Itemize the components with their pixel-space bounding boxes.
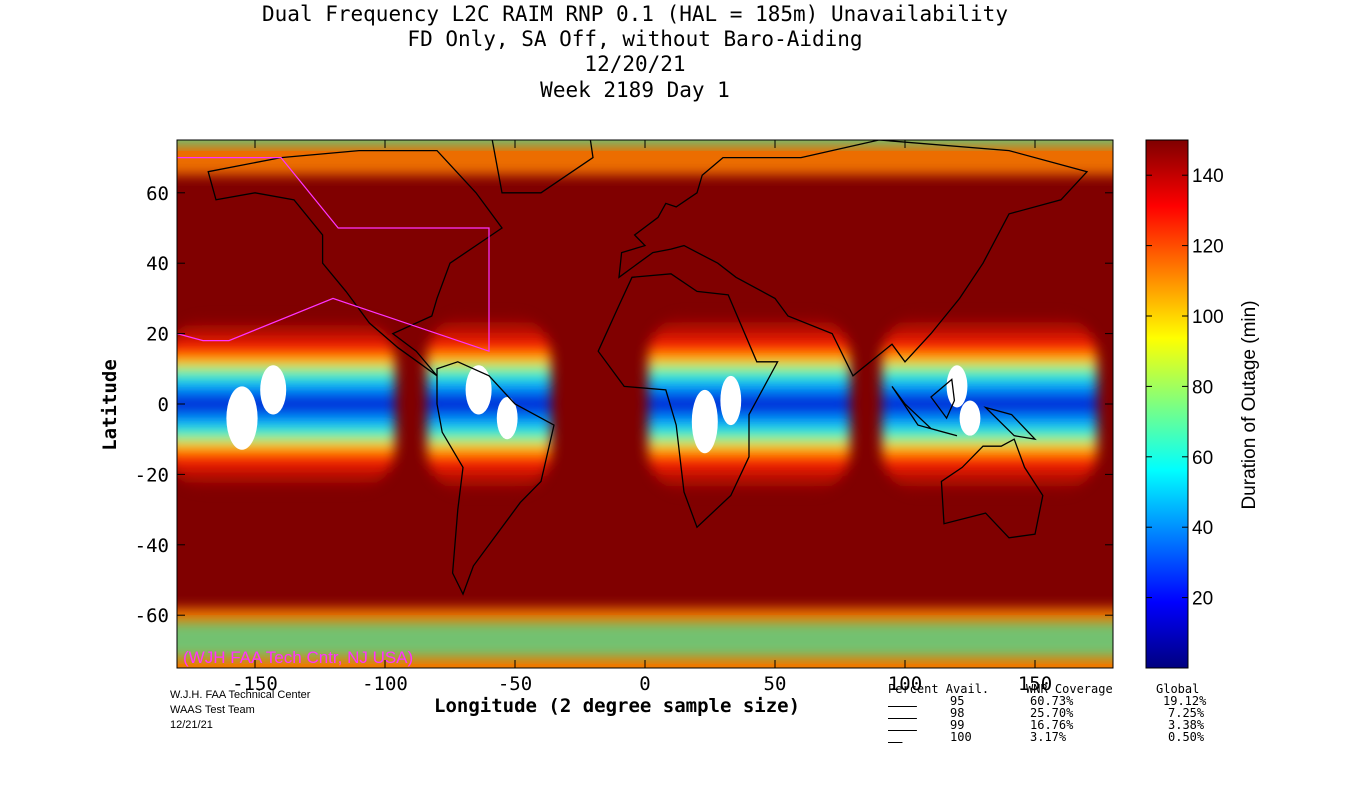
coastline: [436, 361, 555, 596]
coastline: [891, 386, 958, 437]
colorbar-tick-label: 40: [1192, 518, 1213, 539]
zero-outage-hole: [959, 400, 981, 436]
coastline: [207, 149, 503, 377]
x-tick-label: 100: [888, 673, 922, 695]
y-tick-label: 40: [146, 253, 169, 275]
stats-cell: 3.17%: [1030, 730, 1067, 744]
stats-cell: 19.12%: [1163, 694, 1207, 708]
colorbar-label: Duration of Outage (min): [1239, 300, 1260, 510]
chart-title-line-4: Week 2189 Day 1: [540, 78, 730, 102]
coastline: [983, 406, 1037, 441]
stats-cell: 98: [950, 706, 965, 720]
zero-outage-hole: [691, 389, 718, 454]
y-tick-label: 0: [158, 394, 169, 416]
chart-title-line-3: 12/20/21: [584, 52, 686, 76]
colorbar-tick-label: 60: [1192, 448, 1213, 469]
y-tick-label: -20: [135, 464, 169, 486]
x-axis-label: Longitude (2 degree sample size): [434, 695, 801, 717]
chart-title-line-1: Dual Frequency L2C RAIM RNP 0.1 (HAL = 1…: [262, 2, 1008, 26]
polar-band-core: [177, 622, 1113, 658]
stats-header-wnr: WNR Coverage: [1026, 682, 1113, 696]
zero-outage-hole: [946, 365, 968, 408]
zero-outage-hole: [260, 365, 287, 415]
low-outage-region: [882, 316, 1097, 492]
y-tick-label: 20: [146, 324, 169, 346]
stats-cell: 60.73%: [1030, 694, 1074, 708]
x-tick-label: -100: [362, 673, 408, 695]
x-tick-label: 0: [639, 673, 650, 695]
y-axis-label: Latitude: [99, 359, 121, 451]
x-tick-label: 50: [764, 673, 787, 695]
colorbar-tick-label: 20: [1192, 589, 1213, 610]
stats-header-global: Global: [1156, 682, 1200, 696]
x-tick-label: -150: [232, 673, 278, 695]
colorbar: [1145, 139, 1189, 669]
stats-row: 98 25.70% 7.25%: [888, 707, 1248, 719]
stats-cell: 16.76%: [1030, 718, 1074, 732]
zero-outage-hole: [720, 375, 742, 426]
colorbar-tick-label: 80: [1192, 377, 1213, 398]
stats-row: 99 16.76% 3.38%: [888, 719, 1248, 731]
coastline: [930, 378, 956, 420]
y-tick-label: -60: [135, 605, 169, 627]
colorbar-tick-label: 100: [1192, 307, 1224, 328]
low-outage-region: [177, 319, 395, 489]
colorbar-tick-label: 120: [1192, 237, 1224, 258]
heatmap-field: [177, 140, 1113, 668]
stats-cell: 100: [950, 730, 972, 744]
y-tick-label: 60: [146, 183, 169, 205]
stats-cell: 95: [950, 694, 965, 708]
stats-table: Percent Avail. WNR Coverage Global 95 60…: [888, 683, 1248, 743]
colorbar-tick-label: 140: [1192, 166, 1224, 187]
zero-outage-hole: [226, 386, 258, 450]
coastline: [618, 140, 1089, 377]
stats-header-row: Percent Avail. WNR Coverage Global: [888, 683, 1248, 695]
stats-header-percent: Percent Avail.: [888, 682, 990, 696]
stats-cell: 0.50%: [1168, 730, 1205, 744]
y-tick-label: -40: [135, 535, 169, 557]
coastline: [940, 438, 1044, 539]
stats-row: 100 3.17% 0.50%: [888, 731, 1248, 743]
zero-outage-hole: [496, 396, 518, 440]
coastline: [597, 273, 779, 529]
footer-line-2: WAAS Test Team: [170, 704, 255, 716]
footer-line-3: 12/21/21: [170, 719, 213, 731]
chart-plot: -150 -100 -50 0 50 100 150 60 40 20 0 -20 -40 -60 140 1…: [135, 139, 1224, 695]
coastline: [491, 140, 594, 194]
stats-cell: 99: [950, 718, 965, 732]
chart-title-line-2: FD Only, SA Off, without Baro-Aiding: [407, 27, 863, 51]
footer-line-1: W.J.H. FAA Technical Center: [170, 689, 311, 701]
stats-cell: 3.38%: [1168, 718, 1205, 732]
wnr-boundary: [177, 157, 490, 353]
stats-row: 95 60.73% 19.12%: [888, 695, 1248, 707]
x-tick-label: 150: [1018, 673, 1052, 695]
watermark: (WJH FAA Tech Cntr, NJ USA): [183, 648, 414, 667]
x-tick-label: -50: [498, 673, 532, 695]
zero-outage-hole: [465, 365, 492, 415]
stats-cell: 25.70%: [1030, 706, 1074, 720]
stats-cell: 7.25%: [1168, 706, 1205, 720]
